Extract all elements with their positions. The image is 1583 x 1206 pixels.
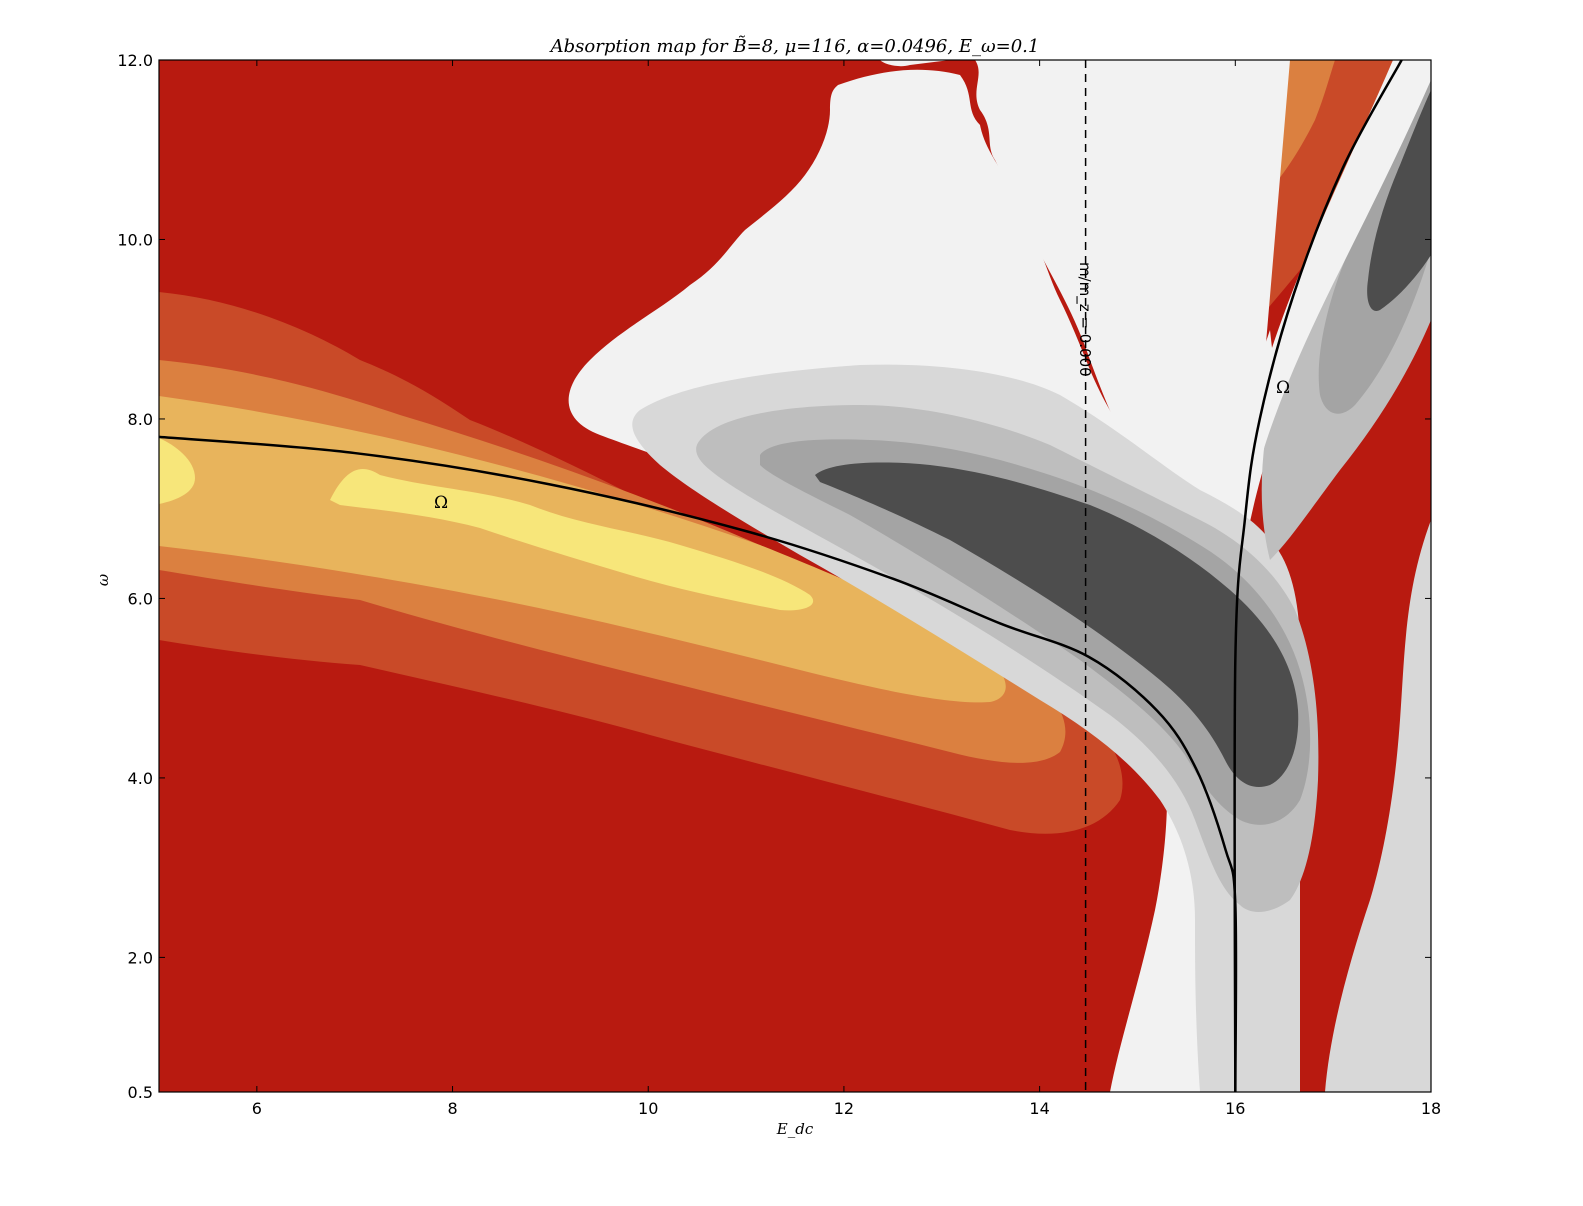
y-tick-label: 0.5 — [128, 1083, 153, 1102]
x-tick-label: 14 — [1029, 1099, 1049, 1118]
x-tick-label: 18 — [1421, 1099, 1441, 1118]
x-axis: 6 8 10 12 14 16 18 — [252, 60, 1441, 1118]
contour-white-sliver — [1253, 60, 1431, 480]
x-tick-label: 16 — [1225, 1099, 1245, 1118]
y-tick-label: 12.0 — [117, 51, 153, 70]
x-tick-label: 6 — [252, 1099, 262, 1118]
x-tick-label: 12 — [834, 1099, 854, 1118]
omega-label-right: Ω — [1276, 378, 1290, 398]
x-axis-label: E_dc — [776, 1120, 814, 1138]
y-tick-label: 2.0 — [128, 948, 153, 967]
omega-label-left: Ω — [434, 493, 448, 513]
y-tick-label: 6.0 — [128, 589, 153, 608]
contour-grey-light-right — [1325, 520, 1431, 1092]
resonance-curve-1 — [159, 435, 1238, 1092]
plot-area — [159, 60, 1431, 1092]
y-axis: 0.5 2.0 4.0 6.0 8.0 10.0 12.0 — [117, 51, 1431, 1102]
vertical-line-label: m/m_z = 0.000 — [1075, 262, 1094, 377]
contour-charcoal-right — [1367, 90, 1431, 311]
resonance-curve-2 — [1233, 60, 1403, 1092]
y-tick-label: 10.0 — [117, 230, 153, 249]
contour-grey-dark-right — [1318, 60, 1431, 414]
contour-left-yellow-1 — [159, 438, 195, 504]
y-tick-label: 8.0 — [128, 410, 153, 429]
chart-title: Absorption map for B̃=8, μ=116, α=0.0496… — [549, 35, 1040, 57]
x-tick-label: 8 — [447, 1099, 457, 1118]
contour-left-yellow-2 — [330, 468, 814, 611]
y-axis-label: ω — [94, 574, 112, 586]
y-tick-label: 4.0 — [128, 769, 153, 788]
contour-charcoal — [815, 462, 1299, 788]
contour-white-main — [568, 69, 1280, 1092]
plot-frame — [158, 59, 1432, 1093]
x-tick-label: 10 — [638, 1099, 658, 1118]
